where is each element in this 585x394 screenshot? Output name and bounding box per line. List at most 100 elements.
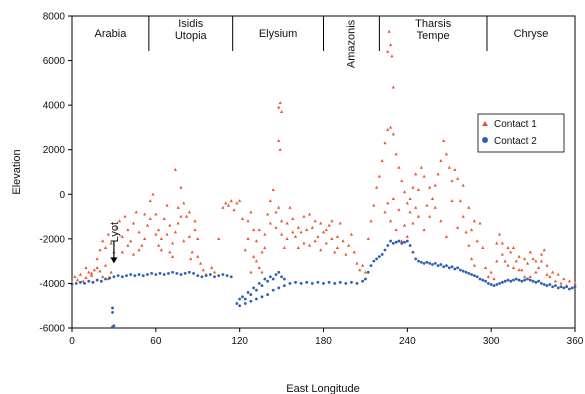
contact1-point	[143, 237, 147, 241]
contact2-point	[238, 304, 242, 308]
contact2-point	[375, 257, 378, 261]
contact1-point	[232, 208, 236, 212]
contact2-point	[288, 282, 292, 285]
contact2-point	[509, 279, 513, 283]
contact1-point	[277, 205, 281, 209]
contact1-point	[534, 259, 538, 263]
contact1-point	[254, 259, 259, 263]
contact2-point	[150, 272, 154, 275]
contact1-point	[400, 179, 404, 183]
contact1-point	[126, 228, 130, 232]
contact1-point	[101, 274, 105, 278]
contact1-point	[330, 237, 334, 241]
contact1-point	[137, 248, 141, 252]
contact2-point	[355, 282, 359, 285]
region-label: Chryse	[514, 28, 549, 40]
contact1-point	[168, 223, 172, 227]
legend-marker-contact2	[482, 137, 488, 143]
contact1-point	[422, 228, 426, 232]
contact2-point	[551, 285, 555, 289]
contact1-point	[285, 221, 289, 225]
contact1-point	[176, 205, 180, 209]
contact1-point	[414, 172, 418, 176]
contact1-point	[302, 214, 306, 218]
contact2-point	[428, 261, 432, 265]
contact1-point	[528, 274, 532, 278]
contact1-point	[279, 232, 284, 236]
contact1-point	[103, 245, 108, 249]
contact1-point	[344, 252, 348, 256]
contact2-point	[269, 275, 272, 279]
contact2-point	[540, 282, 543, 285]
contact1-point	[221, 205, 225, 209]
lyot-label: Lyot	[109, 222, 121, 242]
contact1-point	[486, 274, 490, 278]
contact1-point	[408, 196, 412, 200]
contact2-point	[503, 279, 507, 283]
contact1-point	[168, 250, 172, 254]
contact2-point	[417, 259, 420, 263]
contact2-point	[350, 280, 353, 284]
contact1-point	[129, 239, 133, 243]
contact1-point	[243, 248, 247, 252]
contact2-point	[447, 266, 451, 270]
contact2-point	[167, 272, 170, 275]
contact1-point	[162, 217, 166, 220]
contact2-point	[400, 241, 404, 245]
contact1-point	[229, 199, 233, 203]
contact1-point	[394, 228, 398, 232]
contact1-point	[196, 254, 200, 258]
contact2-point	[294, 280, 297, 284]
contact2-point	[255, 297, 258, 301]
contact1-point	[299, 230, 303, 234]
contact2-point	[257, 282, 261, 285]
contact2-point	[520, 279, 524, 283]
contact2-point	[274, 273, 278, 276]
contact1-point	[277, 139, 281, 142]
contact2-point	[196, 274, 200, 278]
contact2-point	[327, 280, 331, 284]
contact1-point	[341, 239, 345, 243]
contact2-point	[431, 263, 434, 266]
contact1-point	[388, 125, 393, 129]
contact2-point	[486, 282, 490, 285]
contact1-point	[81, 279, 85, 283]
contact1-point	[397, 165, 401, 169]
contact2-point	[200, 275, 204, 279]
contact1-point	[288, 205, 292, 209]
contact2-point	[548, 283, 552, 286]
contact2-point	[361, 279, 365, 283]
contact1-point	[257, 228, 261, 232]
contact2-point	[204, 274, 208, 278]
contact2-point	[183, 272, 187, 275]
contact2-point	[461, 269, 465, 273]
contact1-point	[523, 257, 527, 261]
contact2-point	[570, 286, 574, 290]
contact2-point	[386, 244, 390, 247]
contact1-point	[388, 219, 393, 223]
contact1-point	[436, 172, 440, 176]
contact1-point	[475, 239, 479, 243]
contact2-point	[568, 287, 571, 291]
contact2-point	[241, 295, 244, 299]
contact2-point	[246, 290, 250, 294]
contact1-point	[252, 254, 256, 258]
contact2-point	[154, 273, 158, 276]
x-tick-label: 180	[315, 336, 332, 347]
contact1-point	[190, 250, 194, 254]
contact1-point	[187, 234, 191, 238]
contact1-point	[293, 234, 298, 238]
contact1-point	[470, 228, 474, 232]
contact2-point	[162, 273, 166, 276]
contact1-point	[559, 281, 563, 285]
contact1-point	[411, 185, 415, 189]
contact1-point	[171, 254, 175, 258]
contact1-point	[442, 139, 446, 142]
legend-label-contact2: Contact 2	[494, 136, 537, 147]
contact1-point	[140, 243, 144, 247]
contact1-point	[75, 278, 80, 282]
contact2-point	[299, 282, 303, 285]
contact2-point	[481, 278, 485, 282]
contact1-point	[567, 279, 572, 283]
contact1-point	[296, 225, 300, 229]
